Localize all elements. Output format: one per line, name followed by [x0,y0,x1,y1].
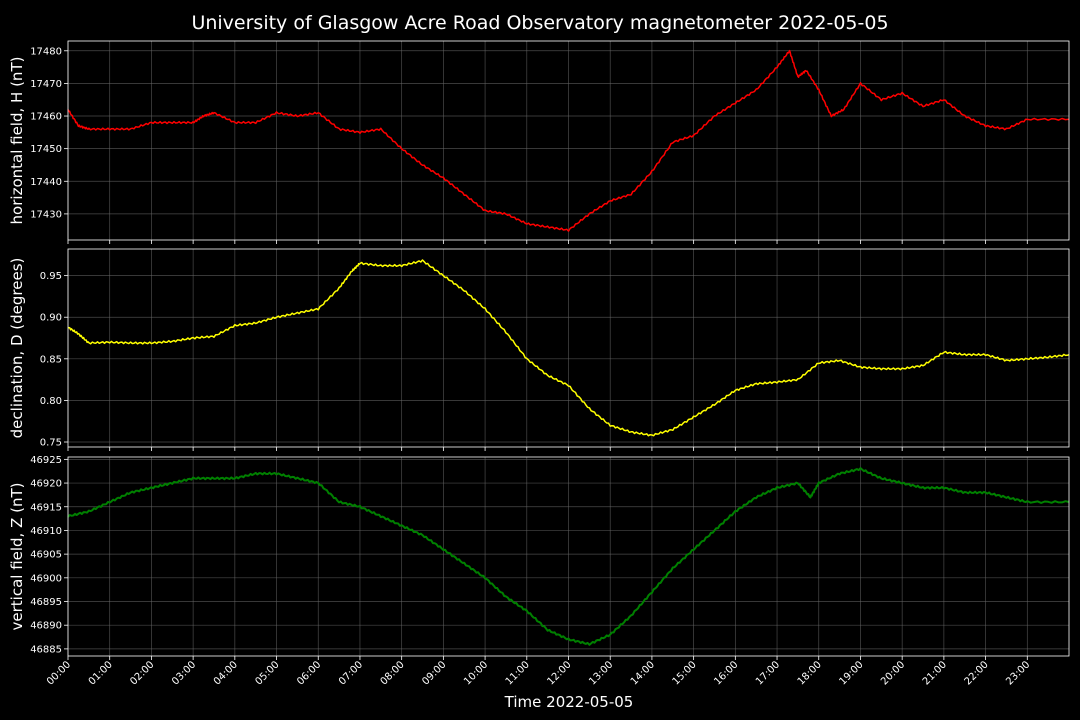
y-tick-label: 46925 [30,455,62,466]
y-tick-label: 46910 [30,526,62,537]
y-tick-label: 17440 [30,177,62,188]
y-axis-label: vertical field, Z (nT) [8,482,26,630]
y-tick-label: 46895 [30,597,62,608]
y-tick-label: 46905 [30,550,62,561]
y-axis-label: horizontal field, H (nT) [8,57,26,225]
plot-frame [67,248,1070,448]
chart-panels: 17430 17440 17450 17460 17470 17480 horizontal… [8,40,1070,660]
series-line-3 [67,467,1070,646]
plot-frame [67,456,1070,657]
x-axis-label: Time 2022-05-05 [504,693,634,711]
y-tick-label: 0.75 [40,438,62,449]
chart-title: University of Glasgow Acre Road Observat… [191,12,888,34]
y-tick-label: 46885 [30,644,62,655]
y-tick-label: 0.95 [40,271,62,282]
y-tick-label: 17430 [30,209,62,220]
y-axis-label: declination, D (degrees) [8,258,26,439]
y-tick-label: 17460 [30,112,62,123]
y-tick-label: 0.80 [40,396,62,407]
y-tick-label: 17450 [30,144,62,155]
plot-frame [67,40,1070,241]
y-tick-label: 46900 [30,573,62,584]
panel-3: 46885 46890 46895 46900 46905 46910 46915 46920… [8,455,1070,660]
y-tick-label: 0.90 [40,313,62,324]
y-tick-label: 46920 [30,479,62,490]
y-tick-label: 0.85 [40,354,62,365]
y-tick-label: 46890 [30,621,62,632]
panel-1: 17430 17440 17450 17460 17470 17480 horizontal… [8,40,1070,244]
y-tick-label: 17480 [30,46,62,57]
y-tick-label: 46915 [30,502,62,513]
series-line-1 [67,49,1070,232]
panel-2: 0.75 0.80 0.85 0.90 0.95 declination, D (degr… [8,248,1070,451]
y-tick-label: 17470 [30,79,62,90]
series-line-2 [67,259,1070,437]
